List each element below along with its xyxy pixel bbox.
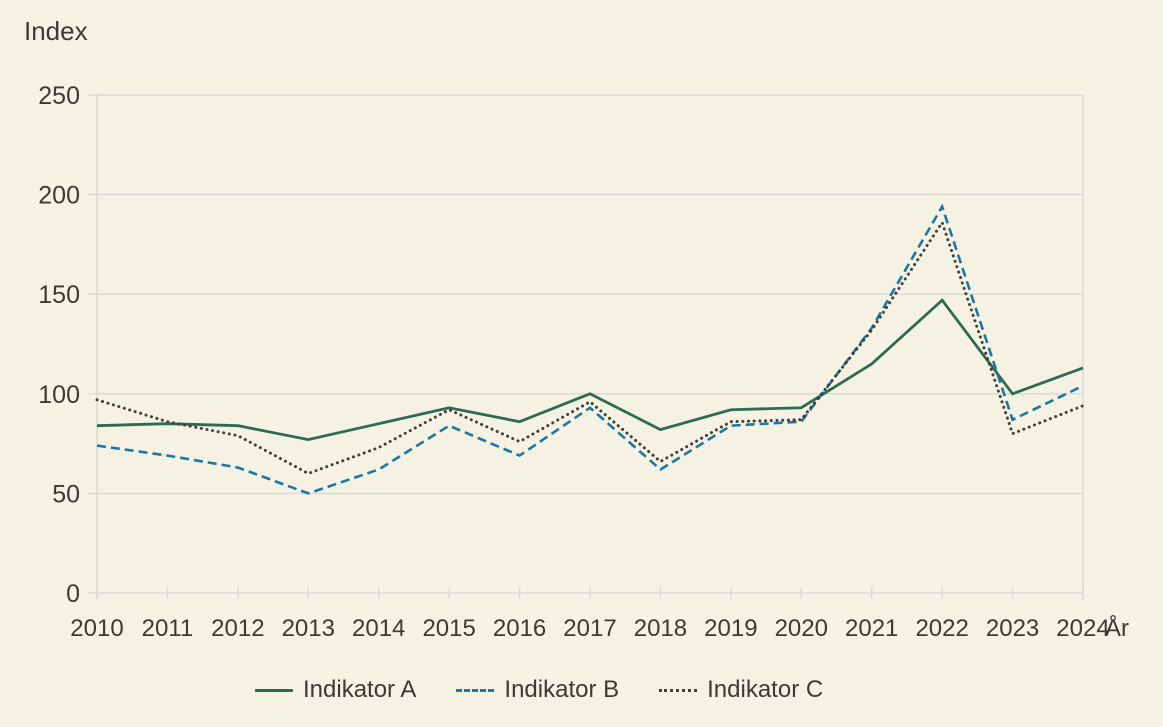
legend-label-indikator-a: Indikator A <box>303 676 417 703</box>
series-line-indikator-b <box>96 203 1084 495</box>
legend-swatch-dotted-line <box>659 688 698 692</box>
y-tick-label-200: 200 <box>38 182 80 210</box>
x-axis-title: År <box>1105 614 1129 642</box>
y-axis-title: Index <box>24 16 88 46</box>
legend-item-indikator-b: Indikator B <box>456 676 619 705</box>
legend: Indikator A Indikator B Indikator C <box>255 676 823 705</box>
series-line-indikator-c <box>95 219 1085 476</box>
legend-swatch-solid-line <box>255 688 293 692</box>
legend-item-indikator-a: Indikator A <box>255 676 416 705</box>
x-tick-label-2012: 2012 <box>211 615 264 642</box>
x-tick-label-2018: 2018 <box>634 615 687 642</box>
legend-label-indikator-c: Indikator C <box>707 676 824 703</box>
x-tick-label-2011: 2011 <box>142 615 194 642</box>
x-tick-label-2015: 2015 <box>422 615 475 642</box>
x-tick-label-2016: 2016 <box>493 615 546 642</box>
series-line-indikator-a <box>96 298 1084 442</box>
x-tick-label-2017: 2017 <box>563 615 616 642</box>
x-tick-label-2010: 2010 <box>70 615 123 642</box>
line-chart: 0 50 100 150 200 250 2010 2011 2012 2013 2014 2015 2… <box>38 82 1129 642</box>
y-tick-label-250: 250 <box>38 82 80 110</box>
legend-item-indikator-c: Indikator C <box>659 676 823 705</box>
x-tick-label-2021: 2021 <box>845 615 898 642</box>
x-tick-label-2023: 2023 <box>986 615 1039 642</box>
y-tick-label-0: 0 <box>66 580 80 608</box>
x-tick-label-2014: 2014 <box>352 615 405 642</box>
y-tick-label-50: 50 <box>52 480 80 508</box>
x-tick-label-2013: 2013 <box>282 615 335 642</box>
y-tick-label-150: 150 <box>38 281 80 309</box>
x-tick-label-2024: 2024 <box>1056 615 1109 642</box>
x-tick-label-2019: 2019 <box>704 615 757 642</box>
legend-label-indikator-b: Indikator B <box>504 676 620 703</box>
y-tick-label-100: 100 <box>38 381 80 409</box>
x-tick-label-2020: 2020 <box>775 615 828 642</box>
x-tick-label-2022: 2022 <box>915 615 968 642</box>
legend-swatch-dashed-line <box>456 688 495 692</box>
